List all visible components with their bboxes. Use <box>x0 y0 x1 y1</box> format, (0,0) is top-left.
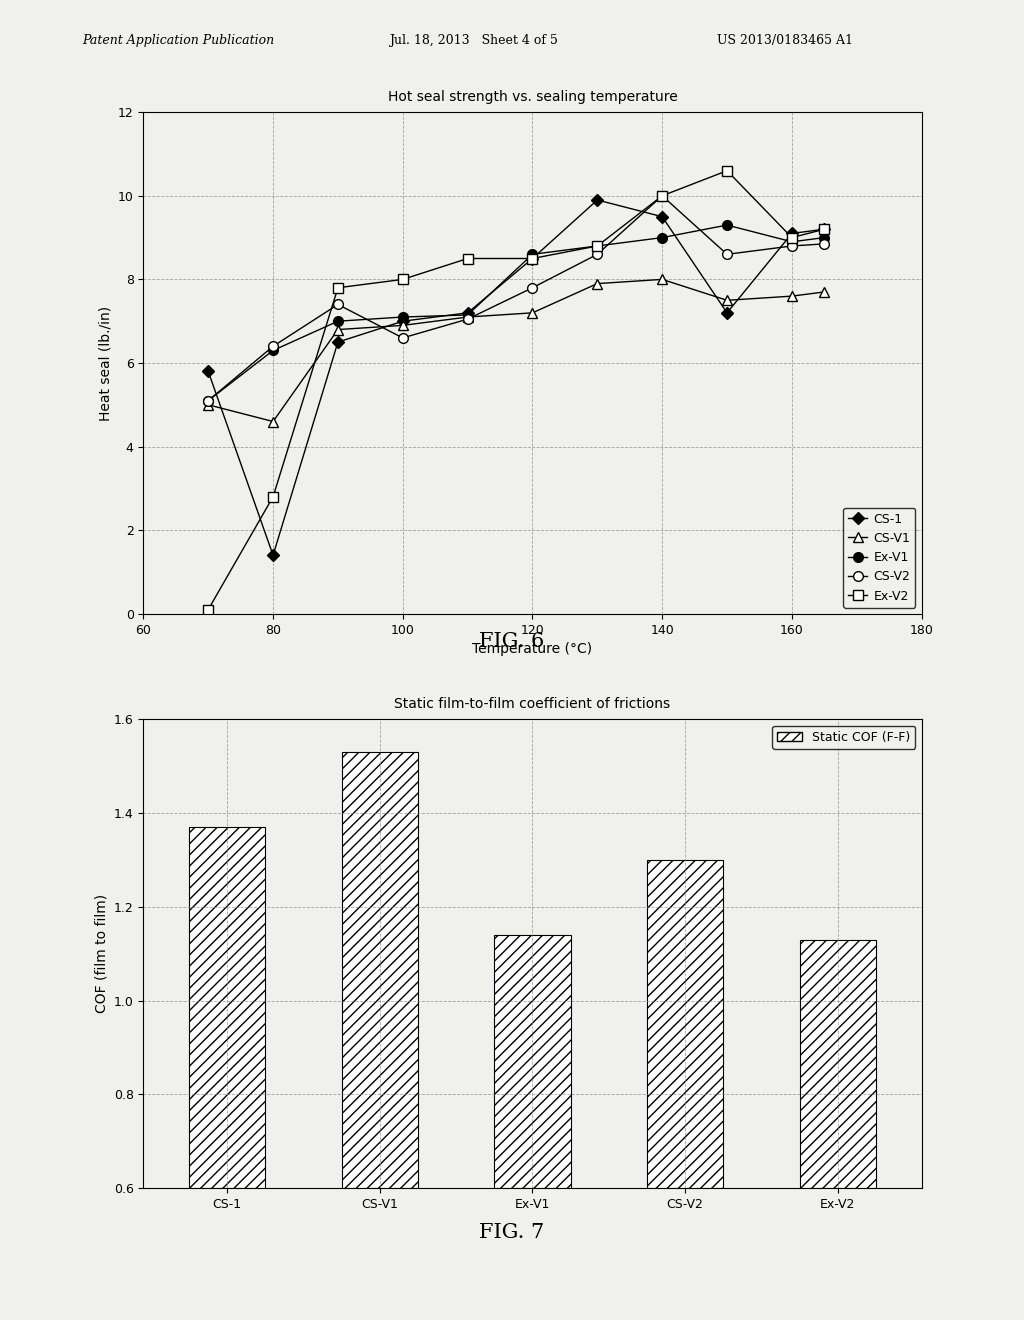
Ex-V2 <box>818 222 830 238</box>
Ex-V1 <box>202 393 214 409</box>
Text: US 2013/0183465 A1: US 2013/0183465 A1 <box>717 33 853 46</box>
Ex-V2 <box>526 251 539 267</box>
Ex-V2 <box>462 251 474 267</box>
CS-V2 <box>202 393 214 409</box>
CS-V2 <box>396 330 409 346</box>
Bar <box>800 940 876 1188</box>
CS-V1 <box>591 276 603 292</box>
CS-1 <box>591 191 603 207</box>
Bar <box>342 752 418 1188</box>
Ex-V1 <box>818 230 830 246</box>
CS-V2 <box>462 312 474 327</box>
Text: FIG. 6: FIG. 6 <box>479 632 545 651</box>
Ex-V1 <box>462 308 474 323</box>
CS-V2 <box>656 187 669 203</box>
CS-V2 <box>332 297 344 313</box>
Legend: CS-1, CS-V1, Ex-V1, CS-V2, Ex-V2: CS-1, CS-V1, Ex-V1, CS-V2, Ex-V2 <box>844 508 915 607</box>
Ex-V1 <box>396 309 409 325</box>
CS-1 <box>462 305 474 321</box>
Ex-V1 <box>785 234 798 249</box>
CS-V1 <box>818 284 830 300</box>
CS-1 <box>785 226 798 242</box>
Ex-V2 <box>656 187 669 203</box>
Bar <box>647 861 723 1188</box>
CS-V1 <box>656 272 669 288</box>
CS-1 <box>526 251 539 267</box>
CS-V2 <box>818 236 830 252</box>
Ex-V2 <box>785 230 798 246</box>
Line: CS-V2: CS-V2 <box>204 191 829 405</box>
Ex-V2 <box>267 488 280 504</box>
Ex-V1 <box>721 216 733 232</box>
CS-1 <box>818 222 830 238</box>
Text: FIG. 7: FIG. 7 <box>479 1224 545 1242</box>
Y-axis label: Heat seal (lb./in): Heat seal (lb./in) <box>98 305 113 421</box>
Legend: Static COF (F-F): Static COF (F-F) <box>772 726 915 748</box>
CS-1 <box>202 363 214 379</box>
Title: Static film-to-film coefficient of frictions: Static film-to-film coefficient of frict… <box>394 697 671 711</box>
CS-1 <box>656 209 669 224</box>
CS-V2 <box>785 238 798 253</box>
CS-V2 <box>526 280 539 296</box>
CS-V1 <box>202 397 214 413</box>
CS-V2 <box>591 247 603 263</box>
CS-1 <box>721 305 733 321</box>
CS-V1 <box>462 309 474 325</box>
CS-V1 <box>267 413 280 429</box>
Ex-V1 <box>332 313 344 329</box>
Text: Patent Application Publication: Patent Application Publication <box>82 33 274 46</box>
Line: Ex-V1: Ex-V1 <box>204 220 829 405</box>
CS-1 <box>267 548 280 564</box>
Ex-V1 <box>526 247 539 263</box>
CS-1 <box>396 313 409 329</box>
CS-V1 <box>396 318 409 334</box>
Line: CS-V1: CS-V1 <box>204 275 829 426</box>
Ex-V2 <box>591 238 603 253</box>
Title: Hot seal strength vs. sealing temperature: Hot seal strength vs. sealing temperatur… <box>388 90 677 104</box>
Bar <box>189 828 265 1188</box>
X-axis label: Temperature (°C): Temperature (°C) <box>472 642 593 656</box>
Ex-V1 <box>591 238 603 253</box>
Bar <box>495 935 570 1188</box>
CS-V1 <box>721 292 733 308</box>
Ex-V1 <box>267 343 280 359</box>
Ex-V2 <box>332 280 344 296</box>
CS-1 <box>332 334 344 350</box>
Line: CS-1: CS-1 <box>204 195 828 560</box>
CS-V2 <box>721 247 733 263</box>
Y-axis label: COF (film to film): COF (film to film) <box>94 894 109 1014</box>
Ex-V2 <box>396 272 409 288</box>
Ex-V2 <box>721 162 733 178</box>
CS-V1 <box>785 288 798 304</box>
Line: Ex-V2: Ex-V2 <box>204 166 829 615</box>
CS-V2 <box>267 338 280 354</box>
CS-V1 <box>526 305 539 321</box>
Ex-V1 <box>656 230 669 246</box>
CS-V1 <box>332 322 344 338</box>
Text: Jul. 18, 2013   Sheet 4 of 5: Jul. 18, 2013 Sheet 4 of 5 <box>389 33 558 46</box>
Ex-V2 <box>202 602 214 618</box>
